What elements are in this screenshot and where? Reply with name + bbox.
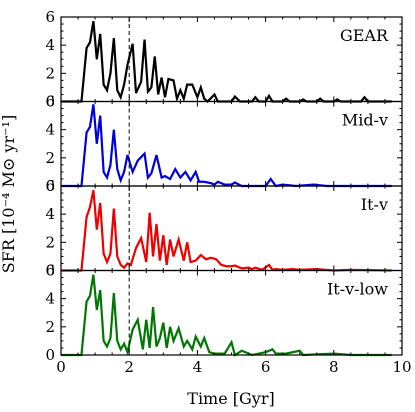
y-tick-label: 0 (45, 93, 55, 111)
y-tick-label: 6 (45, 262, 55, 280)
series-line-4 (61, 274, 392, 357)
y-tick-label: 4 (45, 205, 55, 223)
x-tick-label: 10 (392, 358, 411, 376)
y-tick-label: 2 (45, 149, 55, 167)
y-tick-label: 6 (45, 177, 55, 195)
x-axis-label: Time [Gyr] (187, 389, 274, 408)
y-tick-label: 0 (45, 262, 55, 280)
y-tick-label: 6 (45, 8, 55, 26)
x-tick-label: 2 (124, 358, 134, 376)
panel-label-1: GEAR (340, 26, 389, 45)
x-tick-label: 4 (193, 358, 203, 376)
y-tick-label: 4 (45, 121, 55, 139)
y-tick-label: 0 (45, 346, 55, 364)
y-tick-label: 4 (45, 36, 55, 54)
panel-1: 0 2 4 6 GEAR (45, 8, 403, 111)
panel-label-2: Mid-v (342, 111, 388, 130)
y-tick-label: 2 (45, 233, 55, 251)
panel-4: 0 2 4 6 It-v-low (45, 262, 403, 364)
panel-3: 0 2 4 6 It-v (45, 177, 403, 280)
y-axis-label: SFR [10⁻⁴ M⊙ yr⁻¹] (0, 115, 18, 273)
series-line-1 (61, 21, 392, 103)
panels-group: 0 2 4 6 GEAR 0 2 4 6 Mid-v 0 2 4 6 It-v 0 2 4 6 It-v-low (45, 8, 403, 364)
panel-label-4: It-v-low (327, 280, 388, 299)
panel-2: 0 2 4 6 Mid-v (45, 93, 403, 195)
y-tick-label: 6 (45, 93, 55, 111)
y-tick-label: 4 (45, 290, 55, 308)
panel-label-3: It-v (361, 195, 388, 214)
x-tick-label: 0 (56, 358, 66, 376)
x-axis: 0 2 4 6 8 10 (56, 358, 411, 376)
y-tick-label: 2 (45, 64, 55, 82)
y-tick-label: 0 (45, 177, 55, 195)
y-tick-label: 2 (45, 318, 55, 336)
series-line-3 (61, 190, 392, 272)
x-tick-label: 6 (261, 358, 271, 376)
x-tick-label: 8 (329, 358, 339, 376)
